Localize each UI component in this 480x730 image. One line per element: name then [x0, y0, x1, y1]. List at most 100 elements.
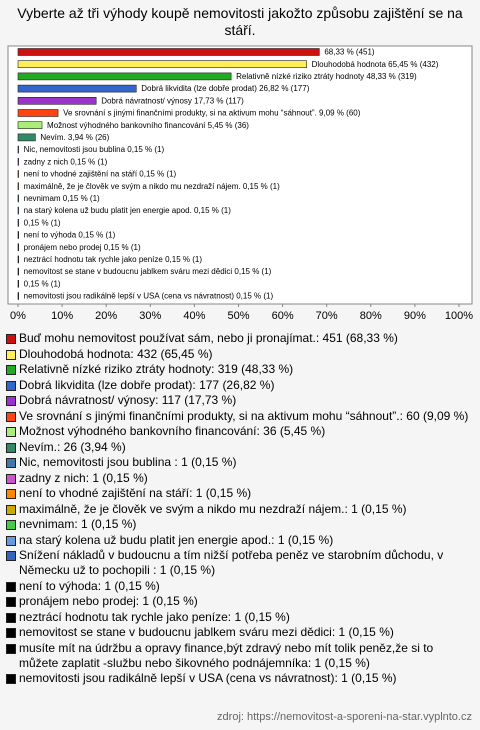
bar-label: není to výhoda 0,15 % (1) [24, 231, 116, 240]
bar [17, 231, 19, 239]
legend-label: Ve srovnání s jinými finančními produkty… [19, 408, 469, 423]
legend-swatch [6, 458, 16, 468]
legend-label: není to výhoda: 1 (0,15 %) [19, 578, 160, 593]
legend-item: nemovitost se stane v budoucnu jablkem s… [6, 625, 474, 640]
bar-label: na starý kolena už budu platit jen energ… [24, 206, 232, 215]
bar [17, 243, 19, 251]
bar-label: Dobrá návratnost/ výnosy 17,73 % (117) [101, 96, 244, 105]
legend-label: nemovitost se stane v budoucnu jablkem s… [19, 625, 394, 639]
legend-swatch [6, 597, 16, 607]
legend-swatch [6, 349, 16, 360]
legend-swatch [6, 489, 16, 499]
bar [17, 182, 19, 190]
bar [17, 206, 19, 215]
legend-label: na starý kolena už budu platit jen energ… [19, 532, 334, 547]
legend-item: zadny z nich: 1 (0,15 %) [6, 471, 474, 486]
legend-label: Relativně nízké riziko ztráty hodnoty: 3… [19, 362, 294, 376]
legend-label: nevnimam: 1 (0,15 %) [19, 517, 137, 531]
legend-item: Buď mohu nemovitost používat sám, nebo j… [6, 331, 474, 346]
legend-swatch [6, 551, 16, 561]
legend-label: neztrácí hodnotu tak rychle jako peníze:… [19, 609, 290, 624]
chart-title: Vyberte až tři výhody koupě nemovitosti … [17, 5, 463, 38]
legend-item: Dobrá návratnost/ výnosy: 117 (17,73 %) [6, 393, 474, 408]
legend-swatch [6, 628, 16, 638]
bar-label: Dlouhodobá hodnota 65,45 % (432) [312, 60, 439, 69]
legend-item: Nic, nemovitosti jsou bublina : 1 (0,15 … [6, 455, 474, 470]
legend-label: Možnost výhodného bankovního financování… [19, 424, 326, 438]
bar [17, 292, 19, 300]
legend-swatch [6, 535, 16, 546]
bar [17, 121, 43, 129]
bar-label: nemovitost se stane v budoucnu jablkem s… [24, 267, 272, 276]
bar-label: pronájem nebo prodej 0,15 % (1) [24, 243, 141, 252]
bar-label: Dobrá likvidita (lze dobře prodat) 26,82… [141, 84, 309, 93]
legend-label: Dlouhodobá hodnota: 432 (65,45 %) [19, 346, 213, 361]
bar [17, 158, 19, 166]
x-tick-label: 30% [139, 310, 161, 322]
legend-label: Dobrá návratnost/ výnosy: 117 (17,73 %) [19, 393, 237, 407]
legend-item: Ve srovnání s jinými finančními produkty… [6, 409, 474, 424]
legend-swatch [6, 396, 16, 406]
bar-label: Ve srovnání s jinými finančními produkty… [63, 109, 361, 118]
bar [17, 255, 19, 264]
bar-label: není to vhodné zajištění na stáří 0,15 %… [24, 170, 177, 179]
legend-item: Nevím.: 26 (3,94 %) [6, 440, 474, 455]
legend-item: nevnimam: 1 (0,15 %) [6, 517, 474, 532]
bar-label: 68,33 % (451) [324, 48, 375, 57]
legend-swatch [6, 643, 16, 654]
legend-swatch [6, 520, 16, 530]
bar-label: zadny z nich 0,15 % (1) [24, 157, 108, 166]
legend-item: maximálně, že je člověk ve svým a nikdo … [6, 502, 474, 517]
bar-label: maximálně, že je člověk ve svým a nikdo … [24, 182, 280, 191]
bar-label: Možnost výhodného bankovního financování… [47, 121, 249, 130]
x-tick-label: 0% [10, 310, 26, 322]
legend-label: Dobrá likvidita (lze dobře prodat): 177 … [19, 377, 275, 392]
legend-label: pronájem nebo prodej: 1 (0,15 %) [19, 594, 198, 608]
bar [17, 72, 232, 81]
legend-item: musíte mít na údržbu a opravy finance,bý… [6, 641, 474, 671]
legend-label: Buď mohu nemovitost používat sám, nebo j… [19, 331, 398, 345]
legend-item: nemovitosti jsou radikálně lepší v USA (… [6, 671, 474, 686]
bar [17, 219, 19, 227]
bar-label: Nic, nemovitosti jsou bublina 0,15 % (1) [24, 145, 165, 154]
x-tick-label: 40% [183, 310, 205, 322]
x-tick-label: 100% [445, 310, 473, 322]
bar [17, 279, 19, 288]
legend-label: Nevím.: 26 (3,94 %) [19, 439, 126, 454]
legend-item: není to vhodné zajištění na stáří: 1 (0,… [6, 486, 474, 501]
legend-label: zadny z nich: 1 (0,15 %) [19, 470, 148, 485]
legend-label: Nic, nemovitosti jsou bublina : 1 (0,15 … [19, 455, 237, 469]
legend-swatch [6, 380, 16, 391]
legend-swatch [6, 674, 16, 684]
x-tick-label: 50% [227, 310, 249, 322]
legend-item: Snížení nákladů v budoucnu a tím nižší p… [6, 548, 474, 578]
legend-label: musíte mít na údržbu a opravy finance,bý… [19, 640, 434, 670]
legend-swatch [6, 504, 16, 515]
legend-item: Dlouhodobá hodnota: 432 (65,45 %) [6, 347, 474, 362]
legend-swatch [6, 365, 16, 375]
bar [17, 48, 320, 56]
bar [17, 109, 59, 117]
legend-item: není to výhoda: 1 (0,15 %) [6, 579, 474, 594]
legend: Buď mohu nemovitost používat sám, nebo j… [6, 331, 474, 687]
legend-label: maximálně, že je člověk ve svým a nikdo … [19, 501, 407, 516]
legend-swatch [6, 612, 16, 623]
bar-label: neztrácí hodnotu tak rychle jako peníze … [24, 255, 203, 264]
legend-swatch [6, 427, 16, 437]
x-tick-label: 20% [95, 310, 117, 322]
bar-label: 0,15 % (1) [24, 279, 61, 288]
legend-item: Dobrá likvidita (lze dobře prodat): 177 … [6, 378, 474, 393]
bar [17, 145, 19, 154]
legend-swatch [6, 473, 16, 484]
bar [17, 84, 137, 93]
legend-item: Relativně nízké riziko ztráty hodnoty: 3… [6, 362, 474, 377]
x-tick-label: 70% [316, 310, 338, 322]
legend-item: neztrácí hodnotu tak rychle jako peníze:… [6, 610, 474, 625]
bar [17, 60, 307, 69]
legend-swatch [6, 442, 16, 453]
bar-label: nemovitosti jsou radikálně lepší v USA (… [24, 292, 274, 301]
x-tick-label: 90% [404, 310, 426, 322]
bar [17, 267, 19, 276]
legend-swatch [6, 581, 16, 592]
